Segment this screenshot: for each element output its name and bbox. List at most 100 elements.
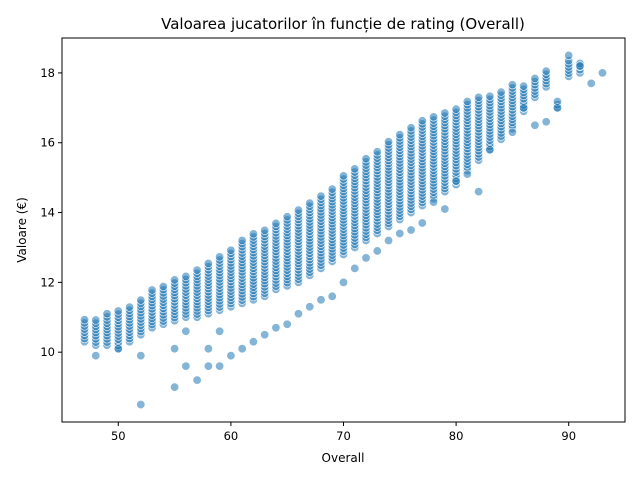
- data-point: [451, 104, 461, 114]
- data-point: [541, 66, 551, 76]
- data-point: [170, 275, 180, 285]
- data-point: [147, 285, 157, 295]
- x-tick-label: 90: [561, 429, 576, 443]
- y-axis-ticks: 10 12 14 16 18: [40, 66, 62, 359]
- y-axis-label: Valoare (€): [15, 197, 29, 263]
- data-point: [519, 81, 529, 91]
- data-point: [170, 382, 180, 392]
- data-point: [586, 78, 596, 88]
- data-point: [474, 92, 484, 102]
- data-point: [429, 197, 439, 207]
- data-point: [203, 344, 213, 354]
- data-point: [226, 245, 236, 255]
- data-point: [215, 326, 225, 336]
- data-point: [215, 252, 225, 262]
- data-point: [372, 246, 382, 256]
- data-point: [316, 191, 326, 201]
- data-point: [113, 306, 123, 316]
- data-point: [417, 116, 427, 126]
- data-point: [91, 351, 101, 361]
- data-point: [395, 130, 405, 140]
- data-point: [451, 176, 461, 186]
- data-point: [462, 97, 472, 107]
- y-tick-label: 10: [40, 345, 55, 359]
- x-tick-label: 70: [336, 429, 351, 443]
- data-point: [338, 277, 348, 287]
- data-point: [203, 259, 213, 269]
- data-point: [293, 205, 303, 215]
- data-point: [350, 164, 360, 174]
- data-point: [384, 235, 394, 245]
- data-point: [429, 112, 439, 122]
- data-point: [305, 302, 315, 312]
- x-tick-label: 80: [449, 429, 464, 443]
- data-point: [305, 198, 315, 208]
- data-point: [237, 235, 247, 245]
- data-point: [271, 218, 281, 228]
- data-point: [327, 291, 337, 301]
- data-point: [260, 225, 270, 235]
- y-tick-label: 12: [40, 275, 55, 289]
- data-point: [552, 103, 562, 113]
- data-point: [248, 337, 258, 347]
- data-point: [203, 361, 213, 371]
- x-tick-label: 60: [224, 429, 239, 443]
- data-point: [474, 187, 484, 197]
- data-point: [496, 87, 506, 97]
- data-point: [541, 117, 551, 127]
- y-tick-label: 18: [40, 66, 55, 80]
- data-point: [136, 351, 146, 361]
- data-point: [158, 282, 168, 292]
- chart-title: Valoarea jucatorilor în funcție de ratin…: [161, 15, 525, 33]
- data-point: [530, 120, 540, 130]
- data-point: [136, 400, 146, 410]
- data-point: [136, 295, 146, 305]
- data-point: [485, 145, 495, 155]
- data-point: [215, 361, 225, 371]
- data-point: [181, 326, 191, 336]
- data-point: [327, 184, 337, 194]
- data-point: [91, 315, 101, 325]
- data-point: [507, 80, 517, 90]
- data-point: [507, 127, 517, 137]
- y-tick-label: 14: [40, 206, 55, 220]
- data-point: [102, 309, 112, 319]
- data-point: [462, 169, 472, 179]
- data-point: [316, 295, 326, 305]
- data-point: [417, 218, 427, 228]
- data-point: [338, 171, 348, 181]
- data-point: [440, 204, 450, 214]
- data-point: [530, 73, 540, 83]
- data-point: [192, 375, 202, 385]
- data-point: [597, 68, 607, 78]
- data-point: [361, 253, 371, 263]
- data-point: [293, 309, 303, 319]
- data-point: [192, 265, 202, 275]
- data-point: [237, 344, 247, 354]
- x-axis-ticks: 50 60 70 80 90: [111, 422, 576, 443]
- data-point: [485, 91, 495, 101]
- x-axis-label: Overall: [322, 451, 365, 465]
- data-point: [170, 344, 180, 354]
- data-point: [440, 108, 450, 118]
- data-point: [282, 212, 292, 222]
- x-tick-label: 50: [111, 429, 126, 443]
- data-point: [395, 228, 405, 238]
- data-point: [271, 323, 281, 333]
- data-point: [519, 103, 529, 113]
- data-point: [406, 225, 416, 235]
- data-points: [80, 50, 607, 410]
- data-point: [181, 361, 191, 371]
- data-point: [384, 137, 394, 147]
- data-point: [248, 229, 258, 239]
- data-point: [80, 315, 90, 325]
- data-point: [361, 154, 371, 164]
- data-point: [226, 351, 236, 361]
- data-point: [113, 344, 123, 354]
- data-point: [260, 330, 270, 340]
- data-point: [372, 147, 382, 157]
- data-point: [125, 302, 135, 312]
- y-tick-label: 16: [40, 136, 55, 150]
- data-point: [282, 319, 292, 329]
